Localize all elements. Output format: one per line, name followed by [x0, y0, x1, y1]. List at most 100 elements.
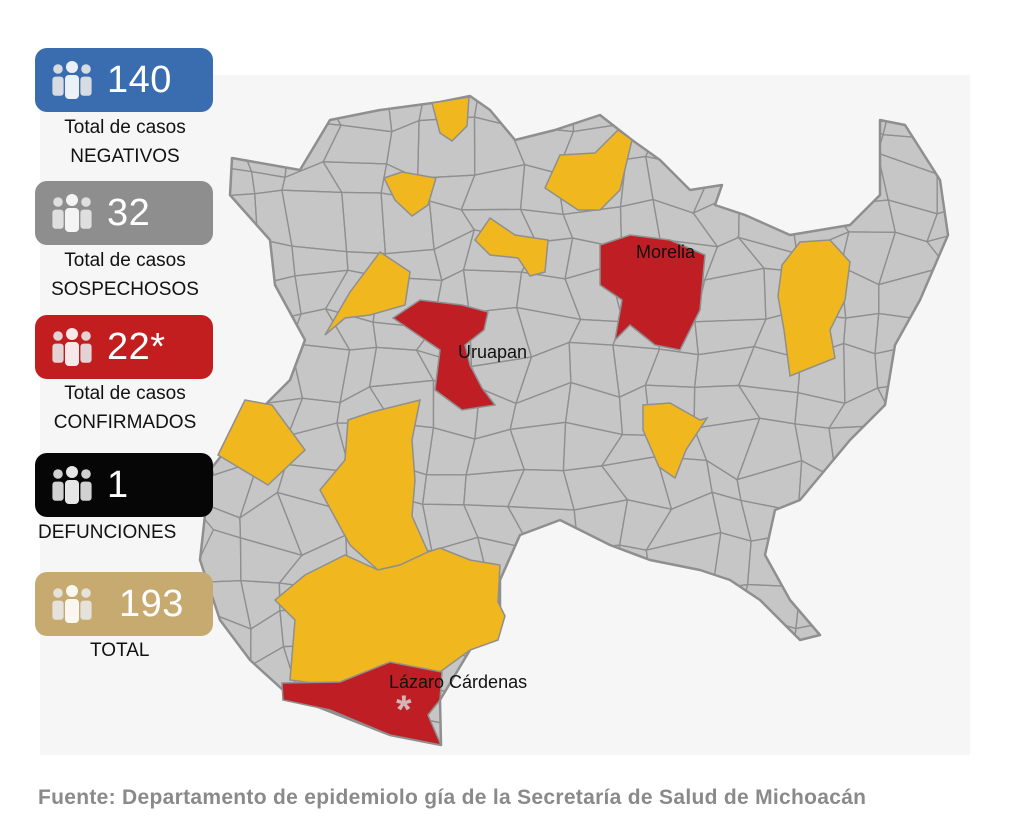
municipality-cell — [793, 510, 848, 537]
region-suspect-north-2 — [544, 129, 633, 211]
confirmed-cases-card: 22* — [35, 315, 213, 379]
city-label-morelia: Morelia — [636, 242, 696, 262]
municipality-cell — [200, 725, 261, 745]
municipality-cell — [738, 173, 791, 199]
people-group-icon — [52, 194, 92, 232]
municipality-cell — [1016, 349, 1035, 390]
municipality-cell — [880, 495, 929, 535]
region-suspect-north-1 — [431, 96, 470, 142]
municipality-cell — [926, 455, 948, 501]
municipality-cell — [1014, 435, 1035, 477]
municipality-cell — [1017, 154, 1035, 214]
municipality-cell — [928, 566, 948, 611]
municipality-cell — [881, 463, 942, 517]
suspect-label-line2: SOSPECHOSOS — [51, 279, 199, 300]
municipality-cell — [1017, 455, 1035, 501]
negative-label-line2: NEGATIVOS — [70, 146, 180, 167]
municipality-cell — [1028, 115, 1035, 165]
municipality-cell — [703, 125, 758, 176]
municipality-cell — [841, 721, 891, 745]
municipality-cell — [980, 431, 1017, 457]
municipality-cell — [695, 583, 749, 623]
municipality-cell — [922, 340, 948, 389]
municipality-cell — [519, 606, 576, 668]
municipality-cell — [789, 117, 853, 176]
municipality-cell — [557, 608, 616, 655]
confirmed-label-line2: CONFIRMADOS — [53, 412, 197, 433]
municipality-cell — [257, 725, 294, 745]
municipality-cell — [1016, 532, 1035, 593]
municipality-cell — [200, 687, 261, 739]
municipality-cell — [992, 131, 1035, 156]
municipality-cell — [874, 736, 930, 745]
municipality-cell — [738, 661, 798, 688]
negative-cases-card: 140 — [35, 48, 213, 112]
municipality-cell — [736, 722, 792, 745]
municipality-cell — [655, 721, 711, 745]
municipality-cell — [325, 730, 387, 745]
municipality-cell — [925, 96, 948, 141]
deaths-label: DEFUNCIONES — [38, 518, 248, 547]
municipality-cell — [749, 120, 792, 176]
municipality-cell — [933, 316, 948, 345]
municipality-cell — [708, 686, 757, 725]
municipality-cell — [513, 687, 575, 734]
municipality-cell — [1023, 238, 1035, 278]
municipality-cell — [928, 701, 948, 745]
municipality-cell — [833, 117, 884, 155]
municipality-cell — [1023, 498, 1035, 534]
total-label-line1: TOTAL — [90, 640, 150, 661]
municipality-cell — [518, 646, 576, 696]
municipality-cell — [601, 652, 674, 702]
people-group-icon — [52, 585, 92, 623]
municipality-cell — [513, 569, 577, 610]
municipality-cell — [894, 607, 931, 668]
municipality-cell — [602, 604, 670, 664]
municipality-cell — [835, 472, 906, 516]
municipality-cell — [790, 684, 845, 745]
region-confirmed-morelia — [599, 234, 706, 351]
municipality-cell — [649, 96, 721, 138]
deaths-label-line1: DEFUNCIONES — [38, 522, 177, 543]
confirmed-cases-label: Total de casos CONFIRMADOS — [20, 379, 230, 437]
total-cases-value: 193 — [119, 582, 184, 625]
municipality-cell — [920, 428, 948, 466]
municipality-cell — [881, 533, 944, 591]
municipality-cell — [971, 567, 1025, 612]
suspect-cases-value: 32 — [107, 191, 151, 234]
region-suspect-north-4 — [474, 216, 549, 277]
municipality-cell — [968, 685, 1035, 744]
municipality-cell — [925, 650, 948, 706]
municipality-cell — [206, 327, 246, 366]
municipality-cell — [790, 666, 849, 692]
total-cases-label: TOTAL — [90, 636, 149, 665]
municipality-cell — [976, 201, 1035, 241]
municipality-cell — [553, 544, 621, 586]
municipality-cell — [787, 152, 835, 207]
municipality-cell — [924, 533, 948, 587]
municipality-cell — [249, 698, 302, 739]
municipality-cell — [844, 585, 899, 620]
municipality-cell — [881, 424, 942, 474]
confirmed-label-line1: Total de casos — [64, 383, 186, 404]
municipality-cell — [1016, 584, 1035, 612]
municipality-cell — [605, 723, 661, 745]
municipality-cell — [976, 228, 1035, 272]
municipality-cell — [885, 584, 944, 615]
region-confirmed-uruapan — [391, 299, 497, 411]
municipality-cell — [784, 721, 855, 745]
deaths-value: 1 — [107, 463, 129, 506]
people-group-icon — [52, 61, 92, 99]
municipality-cell — [513, 548, 580, 581]
municipality-cell — [714, 660, 757, 693]
municipality-cell — [924, 495, 948, 544]
municipality-cell — [1029, 86, 1035, 132]
municipality-cell — [655, 690, 717, 726]
negative-cases-label: Total de casos NEGATIVOS — [20, 113, 230, 171]
suspect-cases-card: 32 — [35, 181, 213, 245]
region-suspect-north-3 — [382, 171, 437, 217]
municipality-cell — [838, 511, 906, 537]
region-confirmed-lazaro — [281, 661, 443, 747]
municipality-cell — [200, 652, 252, 700]
